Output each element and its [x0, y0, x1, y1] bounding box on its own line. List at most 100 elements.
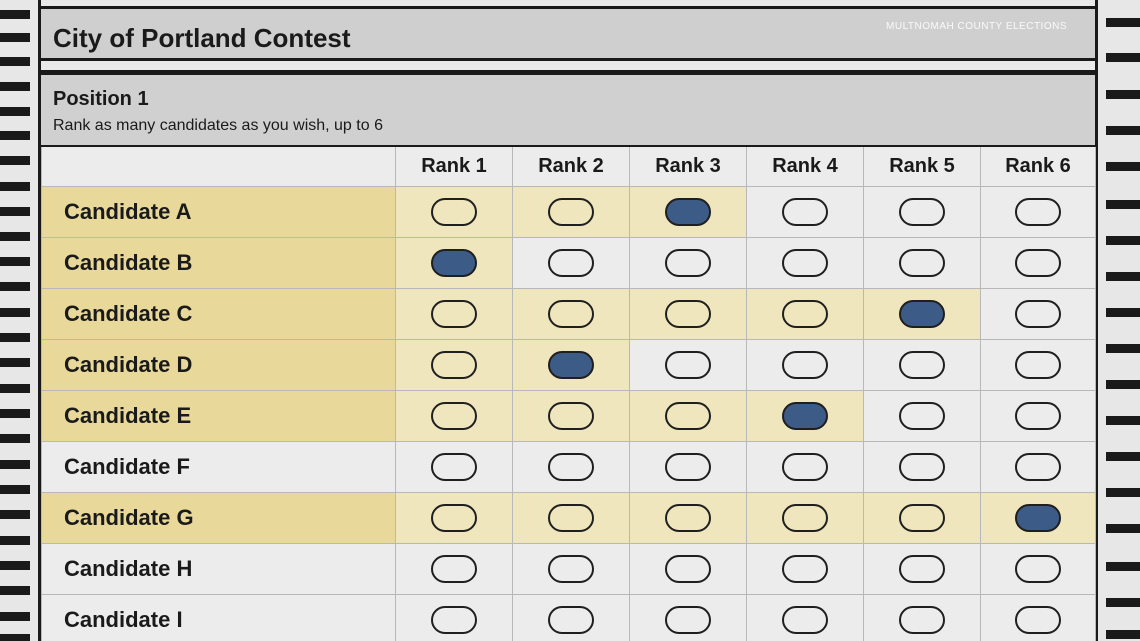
candidate-name: Candidate I — [41, 593, 396, 641]
empty-oval[interactable] — [1015, 401, 1061, 430]
filled-oval[interactable] — [899, 299, 945, 328]
timing-mark — [0, 536, 30, 545]
empty-oval[interactable] — [431, 350, 477, 379]
empty-oval[interactable] — [665, 503, 711, 532]
empty-oval[interactable] — [1015, 605, 1061, 634]
candidate-name: Candidate B — [41, 236, 396, 289]
candidate-name: Candidate C — [41, 287, 396, 340]
empty-oval[interactable] — [782, 197, 828, 226]
empty-oval[interactable] — [431, 401, 477, 430]
candidate-name: Candidate A — [41, 185, 396, 238]
ballot-sheet: City of Portland Contest MULTNOMAH COUNT… — [38, 0, 1098, 641]
rank-cell — [512, 338, 630, 391]
empty-oval[interactable] — [548, 197, 594, 226]
empty-oval[interactable] — [782, 554, 828, 583]
contest-title: City of Portland Contest — [53, 23, 351, 53]
empty-oval[interactable] — [899, 503, 945, 532]
rank-cell — [629, 287, 747, 340]
filled-oval[interactable] — [782, 401, 828, 430]
empty-oval[interactable] — [665, 350, 711, 379]
empty-oval[interactable] — [665, 248, 711, 277]
empty-oval[interactable] — [431, 197, 477, 226]
empty-oval[interactable] — [548, 554, 594, 583]
empty-oval[interactable] — [782, 452, 828, 481]
timing-mark — [0, 282, 30, 291]
empty-oval[interactable] — [1015, 248, 1061, 277]
rank-cell — [512, 440, 630, 493]
empty-oval[interactable] — [1015, 554, 1061, 583]
candidate-name: Candidate G — [41, 491, 396, 544]
candidate-row: Candidate D — [41, 338, 1096, 391]
empty-oval[interactable] — [665, 299, 711, 328]
empty-oval[interactable] — [899, 248, 945, 277]
timing-mark — [0, 232, 30, 241]
empty-oval[interactable] — [899, 452, 945, 481]
timing-mark — [1106, 524, 1140, 533]
position-instructions: Rank as many candidates as you wish, up … — [53, 117, 383, 134]
rank-cell — [980, 593, 1096, 641]
timing-mark — [0, 33, 30, 42]
empty-oval[interactable] — [665, 605, 711, 634]
empty-oval[interactable] — [548, 299, 594, 328]
filled-oval[interactable] — [1015, 503, 1061, 532]
empty-oval[interactable] — [431, 605, 477, 634]
rank-cell — [863, 542, 981, 595]
filled-oval[interactable] — [665, 197, 711, 226]
timing-mark — [0, 156, 30, 165]
empty-oval[interactable] — [1015, 197, 1061, 226]
rank-cell — [980, 389, 1096, 442]
empty-oval[interactable] — [899, 350, 945, 379]
empty-oval[interactable] — [782, 605, 828, 634]
empty-oval[interactable] — [899, 554, 945, 583]
empty-oval[interactable] — [548, 503, 594, 532]
candidate-row: Candidate H — [41, 542, 1096, 595]
timing-mark — [1106, 598, 1140, 607]
empty-oval[interactable] — [1015, 350, 1061, 379]
empty-oval[interactable] — [782, 503, 828, 532]
rank-cell — [512, 542, 630, 595]
rank-cell — [980, 287, 1096, 340]
timing-mark — [1106, 308, 1140, 317]
empty-oval[interactable] — [548, 452, 594, 481]
empty-oval[interactable] — [1015, 299, 1061, 328]
rank-cell — [629, 440, 747, 493]
candidate-row: Candidate B — [41, 236, 1096, 289]
empty-oval[interactable] — [782, 248, 828, 277]
rank-cell — [746, 236, 864, 289]
timing-mark — [1106, 90, 1140, 99]
candidate-row: Candidate E — [41, 389, 1096, 442]
empty-oval[interactable] — [431, 299, 477, 328]
rank-cell — [629, 185, 747, 238]
position-title: Position 1 — [53, 88, 149, 110]
empty-oval[interactable] — [782, 350, 828, 379]
empty-oval[interactable] — [899, 605, 945, 634]
rank-cell — [629, 542, 747, 595]
empty-oval[interactable] — [665, 452, 711, 481]
empty-oval[interactable] — [431, 554, 477, 583]
empty-oval[interactable] — [431, 452, 477, 481]
timing-mark — [1106, 18, 1140, 27]
timing-mark — [0, 384, 30, 393]
empty-oval[interactable] — [665, 401, 711, 430]
rank-cell — [746, 440, 864, 493]
timing-mark — [0, 82, 30, 91]
candidate-row: Candidate I — [41, 593, 1096, 641]
candidate-name: Candidate H — [41, 542, 396, 595]
empty-oval[interactable] — [899, 197, 945, 226]
empty-oval[interactable] — [431, 503, 477, 532]
rank-cell — [746, 389, 864, 442]
rank-cell — [863, 440, 981, 493]
empty-oval[interactable] — [548, 401, 594, 430]
filled-oval[interactable] — [548, 350, 594, 379]
empty-oval[interactable] — [1015, 452, 1061, 481]
timing-mark — [0, 586, 30, 595]
rank-header: Rank 6 — [980, 145, 1096, 187]
empty-oval[interactable] — [782, 299, 828, 328]
empty-oval[interactable] — [548, 605, 594, 634]
empty-oval[interactable] — [665, 554, 711, 583]
rank-cell — [512, 185, 630, 238]
empty-oval[interactable] — [899, 401, 945, 430]
empty-oval[interactable] — [548, 248, 594, 277]
filled-oval[interactable] — [431, 248, 477, 277]
contest-header: City of Portland Contest MULTNOMAH COUNT… — [41, 6, 1095, 61]
